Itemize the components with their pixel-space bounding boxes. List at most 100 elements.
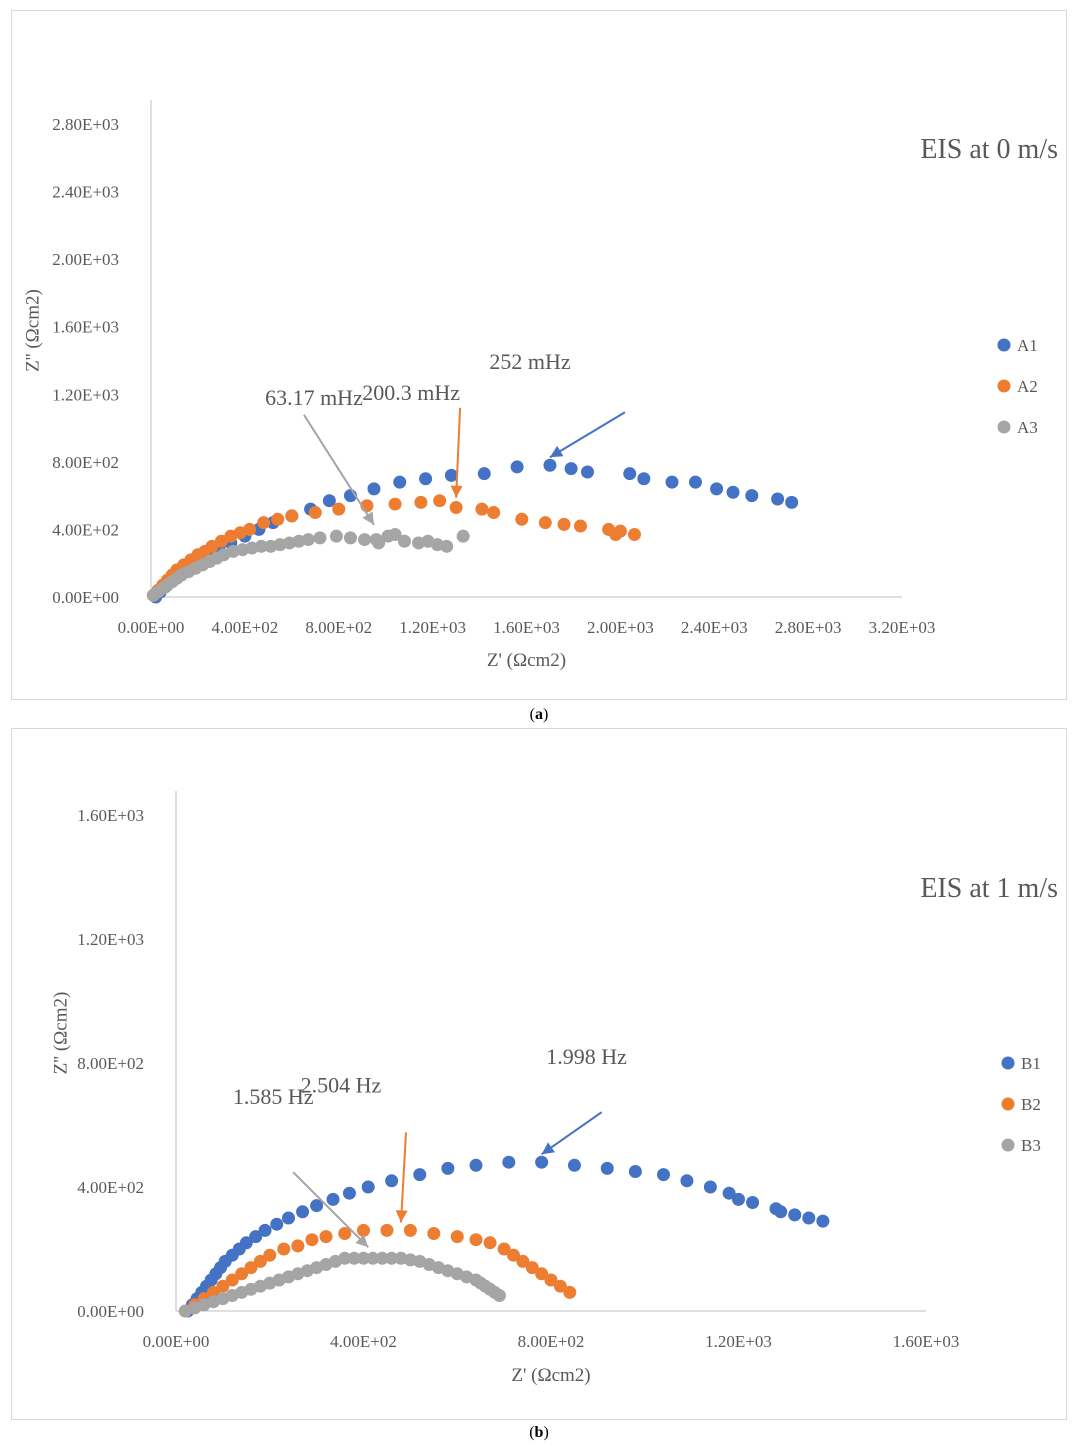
data-point-b1 [249, 1230, 263, 1244]
y-tick-label: 0.00E+00 [77, 1302, 144, 1321]
data-point-b1 [657, 1168, 670, 1182]
x-tick-label: 3.20E+03 [869, 618, 936, 637]
data-point-a3 [313, 531, 327, 545]
x-tick-label: 0.00E+00 [118, 618, 185, 637]
data-point-b1 [722, 1186, 736, 1200]
chart-panel-a: 0.00E+00 4.00E+02 8.00E+02 1.20E+03 1.60E+03… [11, 10, 1067, 700]
annotation-arrow [400, 1132, 407, 1223]
data-point-b2 [427, 1227, 441, 1240]
data-point-b3 [375, 1251, 389, 1265]
x-tick-label: 1.20E+03 [705, 1332, 772, 1351]
data-point-b3 [492, 1289, 506, 1302]
annotation-arrowhead [395, 1210, 408, 1223]
data-point-a2 [515, 512, 529, 526]
chart-b: 0.00E+00 4.00E+02 8.00E+02 1.20E+03 1.60E+03… [50, 791, 1058, 1386]
data-point-b2 [483, 1236, 497, 1250]
data-point-a1 [419, 472, 433, 486]
data-point-b2 [497, 1242, 511, 1256]
legend-marker-a3 [997, 420, 1011, 434]
data-point-b1 [385, 1174, 399, 1188]
y-tick-label: 8.00E+02 [52, 453, 119, 472]
data-point-a2 [257, 516, 271, 530]
annotation-arrow [303, 414, 375, 526]
data-point-a1 [581, 465, 595, 479]
x-axis-title: Z' (Ωcm2) [511, 1365, 590, 1386]
annotation-arrowhead [450, 485, 463, 498]
data-point-b3 [366, 1251, 380, 1265]
y-tick-label: 1.20E+03 [52, 385, 119, 404]
chart-title: EIS at 1 m/s [920, 873, 1058, 904]
data-point-b1 [296, 1205, 310, 1219]
y-tick-label: 4.00E+02 [52, 520, 119, 539]
annotation-arrowhead [355, 1234, 369, 1248]
y-tick-label: 4.00E+02 [77, 1178, 144, 1197]
data-point-b1 [310, 1199, 324, 1213]
annotation-arrow [541, 1111, 603, 1156]
annotation-arrowhead [362, 511, 374, 525]
legend-label-b2: B2 [1021, 1095, 1041, 1114]
data-point-b1 [567, 1158, 581, 1172]
data-point-b1 [441, 1161, 455, 1175]
caption-a-letter: a [535, 706, 543, 723]
legend-marker-a1 [997, 338, 1011, 352]
data-point-a1 [477, 467, 491, 481]
annotation-arrow [455, 407, 462, 498]
y-tick-label: 0.00E+00 [52, 588, 119, 607]
data-point-a2 [475, 502, 489, 516]
data-point-b2 [277, 1242, 291, 1256]
data-point-b2 [525, 1261, 539, 1275]
y-tick-label: 1.20E+03 [77, 930, 144, 949]
data-point-b2 [507, 1248, 520, 1262]
data-point-b3 [338, 1251, 352, 1265]
data-point-b1 [732, 1192, 745, 1206]
x-tick-label: 1.60E+03 [493, 618, 560, 637]
y-tick-label: 1.60E+03 [77, 806, 144, 825]
data-point-b1 [326, 1192, 340, 1206]
data-point-a1 [623, 467, 637, 481]
data-point-b1 [802, 1211, 816, 1225]
data-point-a1 [564, 462, 578, 476]
data-point-b2 [469, 1233, 483, 1247]
data-point-b2 [553, 1279, 567, 1293]
data-point-b2 [403, 1223, 417, 1237]
data-point-a2 [627, 527, 641, 541]
data-point-a1 [637, 472, 651, 486]
data-point-b2 [244, 1261, 258, 1275]
data-point-b1 [239, 1236, 253, 1250]
chart-title: EIS at 0 m/s [920, 134, 1058, 165]
data-point-b2 [207, 1285, 220, 1299]
data-point-a2 [613, 524, 627, 538]
annotation-label: 1.585 Hz [233, 1084, 314, 1109]
data-point-a3 [254, 539, 268, 553]
data-point-b2 [319, 1230, 333, 1244]
data-point-b1 [600, 1161, 614, 1175]
annotation-arrowhead [541, 1142, 555, 1155]
data-point-b2 [535, 1267, 549, 1281]
data-point-a1 [745, 489, 759, 503]
x-tick-label: 0.00E+00 [143, 1332, 210, 1351]
data-point-a2 [449, 500, 463, 514]
legend-label-a3: A3 [1017, 418, 1038, 437]
y-tick-label: 2.80E+03 [52, 115, 119, 134]
x-tick-label: 4.00E+02 [330, 1332, 397, 1351]
data-point-a1 [367, 482, 381, 496]
data-point-b2 [225, 1273, 239, 1287]
data-point-b2 [516, 1254, 530, 1268]
data-point-a1 [393, 475, 407, 489]
data-point-b1 [258, 1223, 272, 1237]
data-point-b1 [342, 1186, 356, 1200]
x-tick-label: 8.00E+02 [305, 618, 372, 637]
data-point-b2 [357, 1223, 370, 1237]
legend-marker-b2 [1001, 1097, 1015, 1111]
data-point-a2 [308, 506, 322, 520]
legend-label-b3: B3 [1021, 1136, 1041, 1155]
data-point-a1 [688, 475, 702, 489]
data-point-a2 [285, 509, 299, 523]
data-point-b2 [338, 1227, 352, 1240]
data-point-b1 [282, 1211, 295, 1225]
caption-b: (b) [529, 1424, 549, 1441]
data-point-b1 [469, 1158, 483, 1172]
annotation-label: 63.17 mHz [265, 385, 363, 410]
annotation-arrow [292, 1171, 369, 1248]
data-point-b2 [216, 1279, 230, 1293]
